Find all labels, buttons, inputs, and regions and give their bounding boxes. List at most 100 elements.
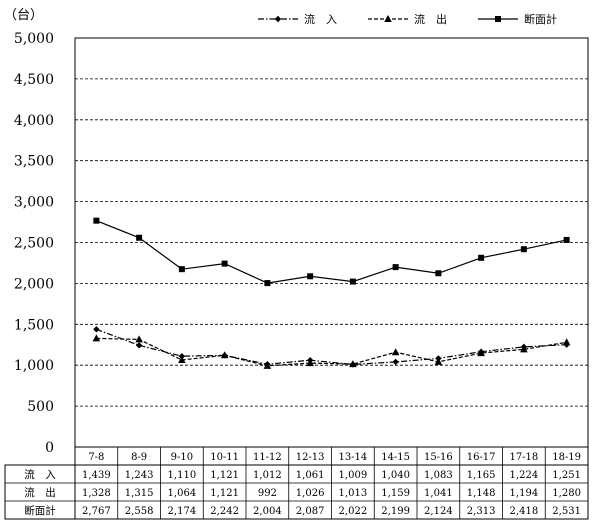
- data-table: 7-8 8-9 9-10 10-11 11-12 12-13 13-14 14-15 15-16…: [4, 447, 589, 520]
- table-cell: 1,224: [510, 470, 539, 481]
- triangle-marker: [434, 357, 443, 365]
- series-lines: [92, 217, 571, 369]
- table-cell: 1,165: [467, 470, 496, 481]
- series-1: [93, 326, 570, 368]
- y-axis: 0 500 1,000 1,500 2,000 2,500 3,000 3,500 4,000 4…: [14, 31, 54, 456]
- series-line: [96, 337, 567, 367]
- y-tick-label: 0: [45, 440, 54, 456]
- table-cell: 1,121: [210, 470, 239, 481]
- triangle-marker: [349, 360, 357, 368]
- x-tick-label: 16-17: [467, 452, 496, 463]
- square-marker: [178, 266, 185, 273]
- gridlines: [75, 78, 588, 407]
- square-marker: [563, 236, 570, 243]
- table-row-header: 流 入: [24, 468, 56, 481]
- table-cell: 1,328: [82, 488, 111, 499]
- square-marker: [520, 246, 527, 253]
- y-tick-label: 2,000: [14, 276, 54, 292]
- diamond-marker: [135, 342, 143, 349]
- triangle-marker: [220, 351, 229, 359]
- series-3: [93, 217, 570, 287]
- square-marker: [221, 260, 228, 267]
- x-tick-label: 14-15: [381, 452, 410, 463]
- table-cell: 2,199: [381, 506, 410, 517]
- legend: 流 入 流 出 断面計: [258, 12, 557, 26]
- y-tick-label: 500: [27, 399, 54, 415]
- y-tick-label: 2,500: [14, 236, 54, 252]
- legend-triangle-marker: [384, 15, 392, 22]
- square-marker: [307, 273, 314, 280]
- table-cell: 2,174: [168, 506, 197, 517]
- table-cell: 1,026: [296, 488, 325, 499]
- triangle-marker: [135, 335, 143, 343]
- table-cell: 2,767: [82, 506, 111, 517]
- triangle-marker: [263, 361, 272, 369]
- square-marker: [435, 270, 442, 277]
- triangle-marker: [562, 338, 571, 346]
- legend-item: 流 入: [258, 12, 337, 26]
- x-tick-label: 8-9: [131, 452, 147, 463]
- square-marker: [392, 264, 399, 271]
- table-cell: 2,558: [125, 506, 154, 517]
- table-cell: 1,013: [339, 488, 368, 499]
- legend-square-marker: [495, 16, 501, 22]
- table-cell: 992: [258, 488, 277, 499]
- square-marker: [136, 234, 143, 241]
- table-cell: 2,313: [467, 506, 496, 517]
- series-2: [92, 334, 571, 369]
- x-tick-label: 7-8: [88, 452, 104, 463]
- triangle-marker: [520, 345, 528, 353]
- table-row-header: 流 出: [24, 486, 56, 499]
- legend-label: 断面計: [524, 12, 557, 26]
- legend-label: 流 入: [304, 12, 337, 26]
- table-cell: 1,009: [339, 470, 368, 481]
- table-cell: 2,418: [510, 506, 539, 517]
- x-tick-label: 17-18: [509, 452, 538, 463]
- table-cell: 1,041: [424, 488, 453, 499]
- x-tick-label: 15-16: [424, 452, 453, 463]
- table-cell: 2,004: [253, 506, 282, 517]
- square-marker: [478, 254, 485, 261]
- x-tick-label: 12-13: [296, 452, 325, 463]
- table-cell: 1,040: [381, 470, 410, 481]
- triangle-marker: [92, 334, 101, 342]
- legend-diamond-marker: [274, 15, 282, 23]
- legend-item: 断面計: [478, 12, 557, 26]
- table-cell: 1,243: [125, 470, 154, 481]
- table-cell: 1,110: [168, 470, 197, 481]
- legend-item: 流 出: [368, 12, 447, 26]
- table-cell: 1,194: [510, 488, 539, 499]
- triangle-marker: [391, 348, 400, 356]
- table-cell: 2,124: [424, 506, 453, 517]
- table-cell: 2,087: [296, 506, 325, 517]
- triangle-marker: [477, 349, 485, 357]
- diamond-marker: [392, 358, 399, 366]
- x-tick-label: 9-10: [171, 452, 193, 463]
- series-line: [96, 328, 567, 366]
- triangle-marker: [306, 359, 314, 367]
- table-cell: 1,121: [210, 488, 239, 499]
- table-cell: 1,148: [467, 488, 496, 499]
- square-marker: [349, 278, 356, 285]
- table-cell: 1,083: [424, 470, 453, 481]
- table-cell: 1,061: [296, 470, 325, 481]
- y-tick-label: 5,000: [14, 31, 54, 47]
- table-cell: 2,022: [339, 506, 368, 517]
- table-cell: 1,159: [381, 488, 410, 499]
- table-cell: 1,251: [552, 470, 581, 481]
- y-tick-label: 1,000: [14, 358, 54, 374]
- table-cell: 2,242: [210, 506, 239, 517]
- series-line: [96, 220, 567, 284]
- diamond-marker: [93, 326, 100, 333]
- x-tick-label: 11-12: [253, 452, 282, 463]
- table-cell: 1,064: [168, 488, 197, 499]
- y-tick-label: 3,500: [14, 154, 54, 170]
- table-cell: 2,531: [552, 506, 581, 517]
- x-tick-label: 13-14: [338, 452, 367, 463]
- square-marker: [93, 217, 100, 224]
- table-cell: 1,439: [82, 470, 111, 481]
- y-unit-label: （台）: [4, 8, 43, 23]
- table-cell: 1,315: [125, 488, 154, 499]
- triangle-marker: [178, 355, 186, 363]
